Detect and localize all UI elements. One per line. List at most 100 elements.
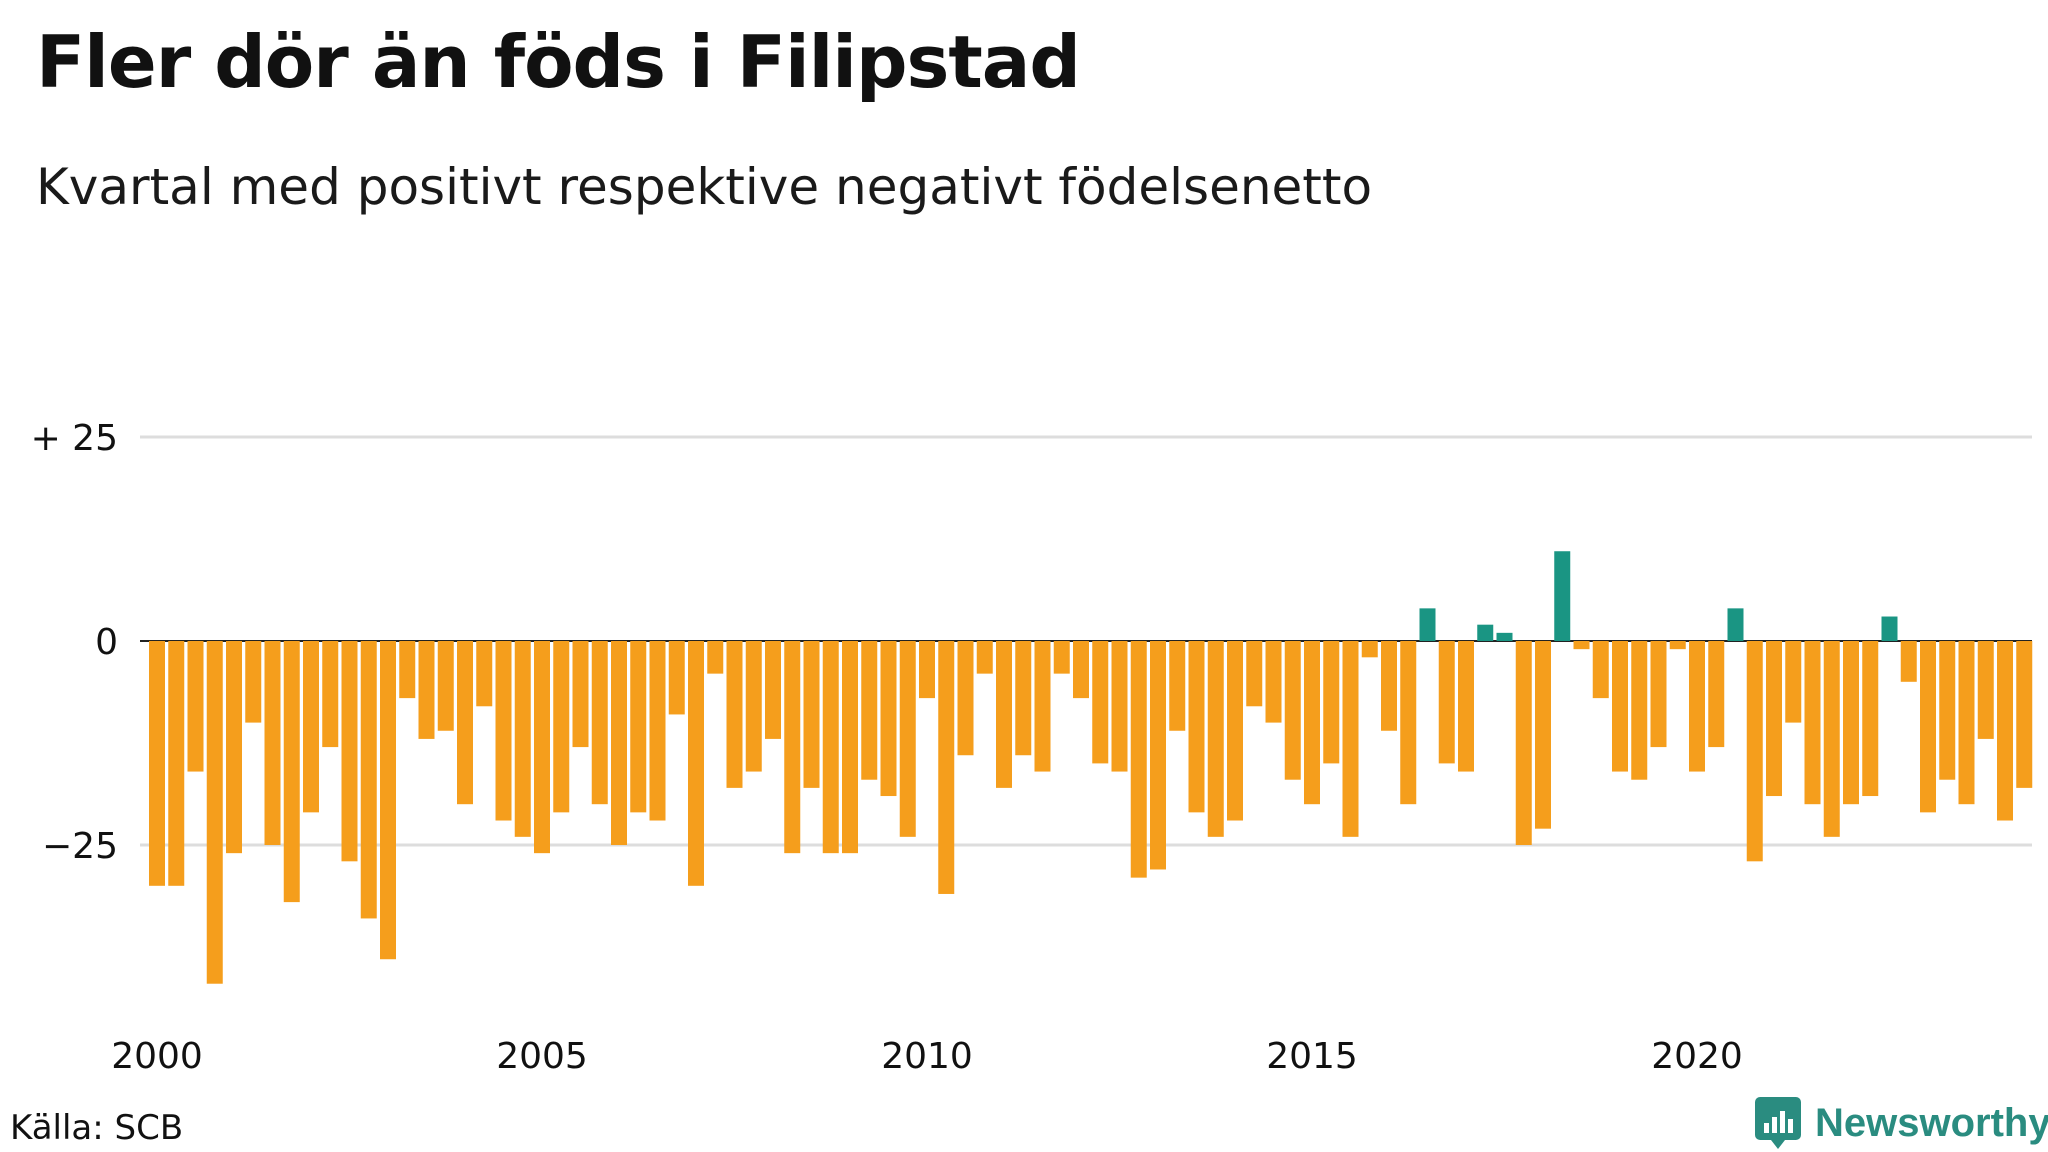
bar [1554,551,1571,641]
bars [149,551,2033,984]
chart-subtitle: Kvartal med positivt respektive negativt… [36,158,1373,216]
bar [1130,641,1147,878]
y-tick-label: + 25 [31,418,118,459]
bar [495,641,512,821]
bar [630,641,647,813]
bar [1631,641,1648,780]
bar [861,641,878,780]
bar [572,641,589,748]
bar [1438,641,1455,764]
bar [1150,641,1166,870]
bar [1207,641,1224,837]
y-tick-label: 0 [95,622,118,663]
bar [1900,641,1917,682]
bar [399,641,416,699]
chart-title: Fler dör än föds i Filipstad [36,20,1081,104]
bar [168,641,185,886]
bar [1361,641,1378,658]
bar [245,641,262,723]
bar [322,641,339,748]
bar [206,641,223,984]
bar [380,641,396,960]
bar [1689,641,1705,772]
bar [534,641,550,854]
bar [1843,641,1859,805]
bar [957,641,974,756]
bar [1323,641,1340,764]
bar [1015,641,1032,756]
bar [437,641,454,731]
bar [976,641,993,674]
bar [1304,641,1320,805]
bar [1997,641,2013,821]
bar [1381,641,1397,731]
bar [842,641,858,854]
bar [2016,641,2033,788]
bar [283,641,300,903]
x-tick-label: 2000 [111,1036,203,1077]
bar [996,641,1012,788]
bar [1939,641,1956,780]
bar [476,641,493,707]
bar [1284,641,1301,780]
bar [1073,641,1089,699]
bar [938,641,955,894]
bar [1612,641,1628,772]
bar [1746,641,1763,862]
bar [1419,608,1436,641]
bar [418,641,435,739]
y-axis-labels: + 25 0 −25 [31,418,118,867]
bar [1958,641,1975,805]
bar [1188,641,1205,813]
bar [591,641,608,805]
bar [822,641,839,854]
bar [187,641,204,772]
bar [226,641,242,854]
newsworthy-logo: Newsworthy [1755,1097,2048,1149]
bar [1727,608,1744,641]
bar [1766,641,1782,797]
bar [611,641,627,845]
bar [1573,641,1590,650]
newsworthy-logo-icon [1755,1097,1801,1149]
bar [264,641,281,845]
bar [1265,641,1282,723]
bar [1650,641,1667,748]
bar [1246,641,1263,707]
bar [1400,641,1417,805]
bar [1804,641,1821,805]
bar [899,641,916,837]
bar [688,641,704,886]
x-tick-label: 2005 [496,1036,588,1077]
bar [880,641,897,797]
bar [1342,641,1359,837]
bar [1477,624,1494,641]
x-axis-labels: 2000 2005 2010 2015 2020 [111,1036,1743,1077]
bar [1111,641,1128,772]
y-tick-label: −25 [42,826,118,867]
x-tick-label: 2010 [881,1036,973,1077]
bar [1092,641,1109,764]
bar [149,641,165,886]
bar [1535,641,1551,829]
x-tick-label: 2020 [1651,1036,1743,1077]
bar [1458,641,1474,772]
bar [803,641,820,788]
bar [919,641,935,699]
bar [341,641,358,862]
bar [1496,632,1513,641]
x-tick-label: 2015 [1266,1036,1358,1077]
bar [1708,641,1725,748]
bar [726,641,743,788]
bar [745,641,762,772]
bar [1169,641,1186,731]
bar [553,641,570,813]
bar [1053,641,1070,674]
bar [765,641,781,739]
bar [1862,641,1879,797]
bar [707,641,724,674]
bar [360,641,377,919]
bar [1034,641,1051,772]
bar [649,641,666,821]
